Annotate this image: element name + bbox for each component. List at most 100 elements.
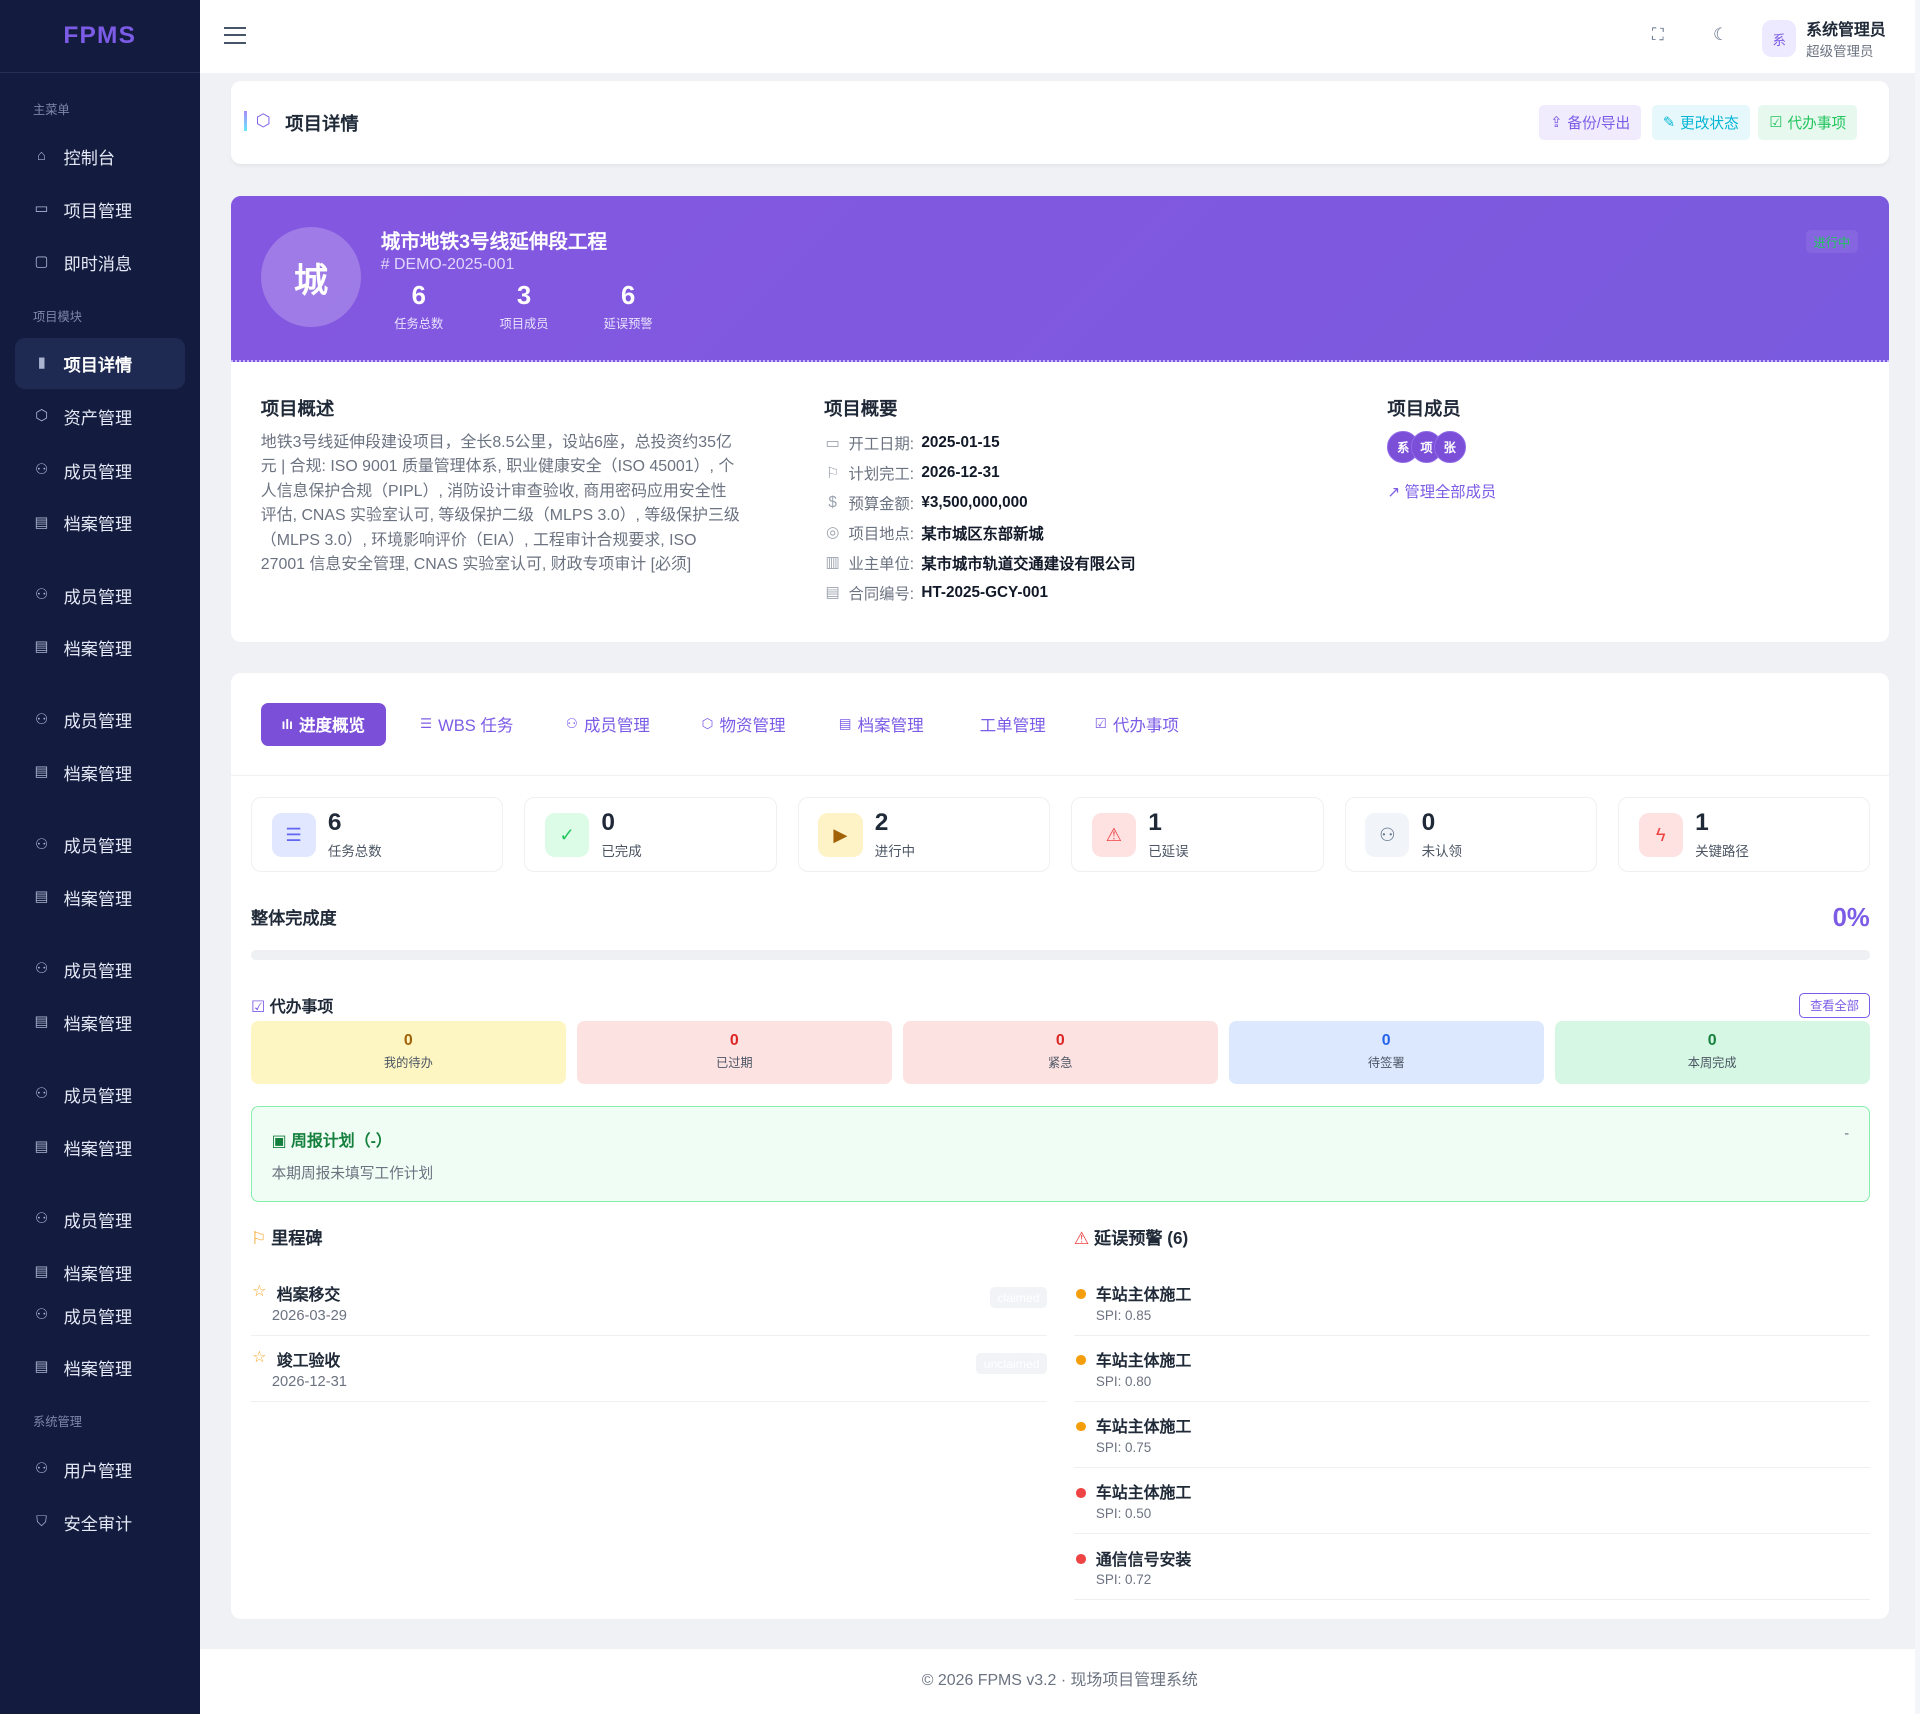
delay-item[interactable]: 车站主体施工 SPI: 0.50 <box>1073 1468 1870 1535</box>
sidebar-item[interactable]: ⚇ 用户管理 <box>15 1444 185 1495</box>
delay-spi: SPI: 0.72 <box>1095 1572 1152 1588</box>
dark-mode-icon[interactable]: ☾ <box>1713 24 1729 45</box>
delay-item[interactable]: 车站主体施工 SPI: 0.75 <box>1073 1402 1870 1469</box>
sidebar-item[interactable]: ⚇ 成员管理 <box>15 569 185 620</box>
manage-members-link[interactable]: ↗ 管理全部成员 <box>1387 480 1496 502</box>
sidebar-item-label: 控制台 <box>63 148 116 169</box>
sidebar-item[interactable]: ⛉ 安全审计 <box>15 1496 185 1547</box>
sidebar-item[interactable]: ▤ 档案管理 <box>15 872 185 923</box>
sidebar-item[interactable]: ⬡ 资产管理 <box>15 391 185 442</box>
menu-toggle-icon[interactable] <box>224 26 247 45</box>
button-label: 更改状态 <box>1680 115 1739 132</box>
milestone-item[interactable]: ☆ 档案移交 2026-03-29 claimed <box>251 1270 1047 1336</box>
sidebar-item[interactable]: ⌂ 控制台 <box>15 131 185 182</box>
delay-item[interactable]: 车站主体施工 SPI: 0.85 <box>1073 1270 1870 1336</box>
sidebar-item[interactable]: ▤ 档案管理 <box>15 497 185 548</box>
weekly-collapse[interactable]: - <box>1844 1126 1850 1143</box>
sidebar-item-label: 项目详情 <box>63 355 133 376</box>
summary-key: 合同编号: <box>848 585 914 603</box>
sidebar-item[interactable]: ▤ 档案管理 <box>15 1247 185 1298</box>
project-hero: 城 城市地铁3号线延伸段工程 # DEMO-2025-001 6 任务总数 3 项目… <box>231 195 1890 363</box>
avatar: 系 <box>1762 20 1797 57</box>
checkbox-icon: ☑ <box>251 999 266 1017</box>
sidebar-item[interactable]: ▢ 即时消息 <box>15 236 185 287</box>
section-title: 项目概述 <box>260 398 335 420</box>
scrollbar[interactable] <box>1915 0 1920 1714</box>
users-icon: ⚇ <box>35 461 49 478</box>
sidebar-item-label: 即时消息 <box>63 253 133 274</box>
todo-card[interactable]: 0 本周完成 <box>1554 1021 1870 1084</box>
hero-stat: 6 任务总数 <box>376 282 462 334</box>
sidebar-item[interactable]: ▤ 档案管理 <box>15 997 185 1048</box>
backup-export-button[interactable]: ⇪ 备份/导出 <box>1539 105 1642 140</box>
file-icon: ▤ <box>34 639 49 656</box>
delay-item[interactable]: 车站主体施工 SPI: 0.80 <box>1073 1336 1870 1403</box>
weekly-title-text: 周报计划（-） <box>291 1132 392 1150</box>
sidebar-item-label: 档案管理 <box>63 764 133 785</box>
sidebar-item[interactable]: ⚇ 成员管理 <box>15 1069 185 1120</box>
tab-label: 物资管理 <box>719 716 786 736</box>
sidebar-item[interactable]: ⚇ 成员管理 <box>15 694 185 745</box>
home-icon: ⌂ <box>37 148 47 165</box>
app-logo[interactable]: FPMS <box>0 0 200 74</box>
stat-value: 1 <box>1695 809 1709 837</box>
status-dot-icon <box>1076 1421 1087 1432</box>
delay-task-name: 车站主体施工 <box>1095 1353 1192 1371</box>
sidebar-item-label: 档案管理 <box>63 1138 133 1159</box>
tab[interactable]: ⬡ 物资管理 <box>681 703 807 746</box>
status-badge: unclaimed <box>976 1353 1047 1375</box>
todo-card[interactable]: 0 我的待办 <box>251 1021 566 1084</box>
sidebar-item[interactable]: ▤ 档案管理 <box>15 1342 185 1393</box>
tab[interactable]: ılı 进度概览 <box>260 702 386 746</box>
todo-card[interactable]: 0 紧急 <box>902 1021 1218 1084</box>
member-avatar[interactable]: 张 <box>1433 431 1466 463</box>
tab[interactable]: ☑ 代办事项 <box>1074 703 1200 746</box>
delay-spi: SPI: 0.80 <box>1095 1373 1152 1389</box>
user-menu[interactable]: 系 系统管理员 超级管理员 <box>1762 17 1886 60</box>
project-info: 项目概述 地铁3号线延伸段建设项目，全长8.5公里，设站6座，总投资约35亿元 … <box>231 362 1890 642</box>
tab-label: 工单管理 <box>979 716 1046 736</box>
todo-label: 待签署 <box>1367 1056 1405 1071</box>
tab-label: 成员管理 <box>583 716 650 736</box>
fullscreen-icon[interactable]: ⛶ <box>1651 24 1664 45</box>
milestone-item[interactable]: ☆ 竣工验收 2026-12-31 unclaimed <box>251 1336 1047 1403</box>
tab[interactable]: ☰ WBS 任务 <box>399 703 534 746</box>
delay-task-name: 车站主体施工 <box>1095 1287 1192 1305</box>
sidebar-item[interactable]: ▤ 档案管理 <box>15 622 185 673</box>
todo-button[interactable]: ☑ 代办事项 <box>1758 105 1858 140</box>
file-icon: ▤ <box>34 1138 49 1155</box>
sidebar-item[interactable]: ▭ 项目管理 <box>15 184 185 235</box>
summary-row: ◎ 项目地点: 某市城区东部新城 <box>824 522 1044 544</box>
change-status-button[interactable]: ✎ 更改状态 <box>1651 105 1750 140</box>
delay-item[interactable]: 通信信号安装 SPI: 0.72 <box>1073 1534 1870 1601</box>
project-name: 城市地铁3号线延伸段工程 <box>380 231 608 254</box>
sidebar-item[interactable]: ▮ 项目详情 <box>14 337 185 390</box>
sidebar-item-label: 项目管理 <box>63 200 133 221</box>
tab[interactable]: ⚇ 成员管理 <box>545 703 671 746</box>
page-title: 项目详情 <box>285 113 359 135</box>
sidebar-item[interactable]: ⚇ 成员管理 <box>15 444 185 495</box>
sidebar-item[interactable]: ▤ 档案管理 <box>15 747 185 798</box>
sidebar-item[interactable]: ⚇ 成员管理 <box>15 944 185 995</box>
section-label: 系统管理 <box>33 1414 82 1429</box>
sidebar-item[interactable]: ▤ 档案管理 <box>15 1122 185 1173</box>
view-all-button[interactable]: 查看全部 <box>1799 993 1870 1018</box>
todo-card[interactable]: 0 已过期 <box>576 1021 892 1084</box>
tab[interactable]: 工单管理 <box>959 703 1067 746</box>
sidebar-item[interactable]: ⚇ 成员管理 <box>15 819 185 870</box>
summary-value: 某市城市轨道交通建设有限公司 <box>921 555 1136 573</box>
bolt-icon: ϟ <box>1638 812 1683 857</box>
sidebar-item-label: 成员管理 <box>63 1211 133 1232</box>
stat-label: 延误预警 <box>603 316 653 331</box>
file-icon: ▤ <box>34 514 49 531</box>
status-dot-icon <box>1076 1289 1087 1300</box>
stat-value: 2 <box>874 809 889 837</box>
sidebar-item[interactable]: ⚇ 成员管理 <box>15 1289 185 1340</box>
todo-card[interactable]: 0 待签署 <box>1228 1021 1544 1084</box>
section-title: 项目成员 <box>1387 398 1461 420</box>
sidebar-item[interactable]: ⚇ 成员管理 <box>15 1194 185 1245</box>
warning-icon: ⚠ <box>1073 1228 1090 1249</box>
progress-bar <box>251 950 1870 960</box>
tab[interactable]: ▤ 档案管理 <box>818 703 945 746</box>
flag-icon: ⚐ <box>825 464 840 482</box>
